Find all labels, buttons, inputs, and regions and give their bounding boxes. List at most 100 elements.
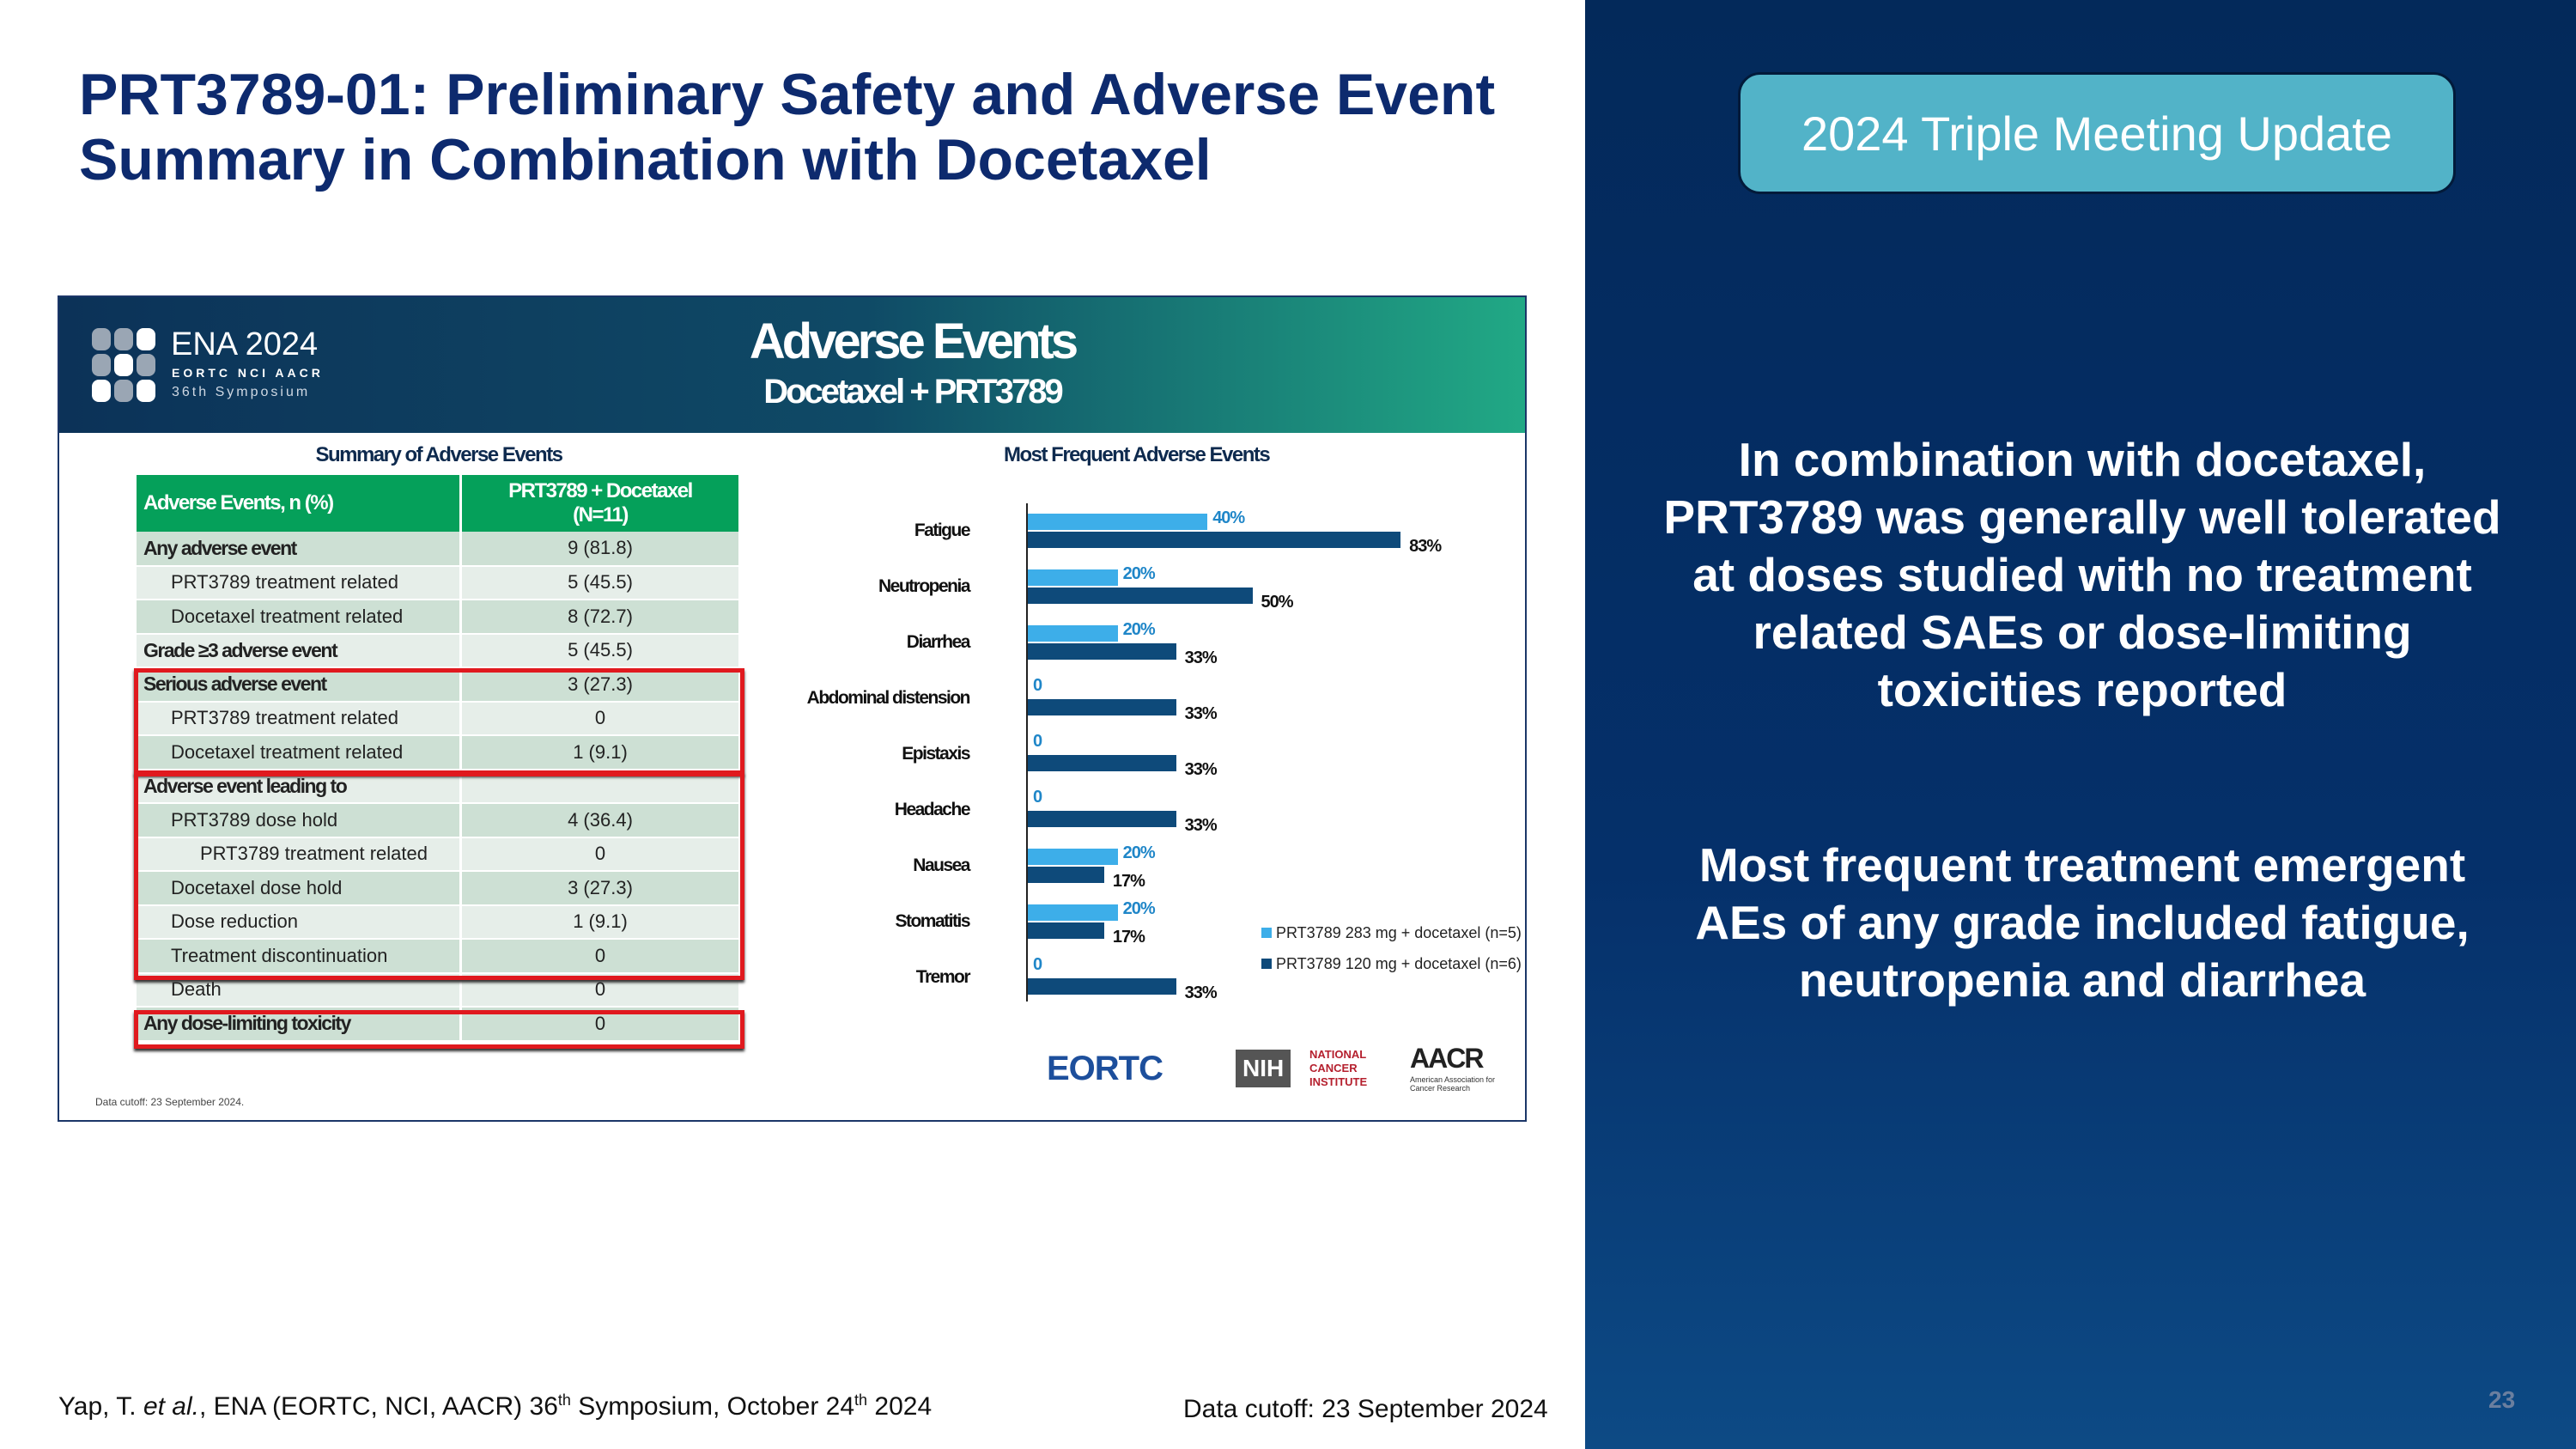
legend-label: PRT3789 120 mg + docetaxel (n=6): [1276, 955, 1522, 972]
right-panel: [1585, 0, 2576, 1449]
category-label: Nausea: [913, 855, 970, 875]
panel-text-2: Most frequent treatment emergent AEs of …: [1695, 838, 2470, 1007]
data-label: 0: [1033, 732, 1042, 751]
ena-symposium: 36th Symposium: [172, 385, 311, 399]
row-label: Serious adverse event: [137, 667, 462, 703]
nci-logo: NATIONAL CANCER INSTITUTE: [1309, 1048, 1368, 1088]
nih-logo: NIH: [1236, 1050, 1291, 1087]
row-value: 1 (9.1): [460, 904, 741, 940]
bar-283mg: [1028, 625, 1118, 642]
table-row: Docetaxel dose hold 3 (27.3): [137, 871, 741, 906]
bar-120mg: [1028, 922, 1104, 939]
row-value: 3 (27.3): [460, 667, 741, 703]
highlight-box: [134, 772, 744, 980]
bar-283mg: [1028, 904, 1118, 921]
row-label: PRT3789 treatment related: [137, 701, 462, 736]
row-value: 3 (27.3): [460, 871, 741, 906]
table-row: Serious adverse event 3 (27.3): [137, 667, 741, 703]
sup: th: [557, 1391, 571, 1409]
page-number: 23: [2488, 1386, 2516, 1413]
bar-120mg: [1028, 643, 1176, 660]
bar-120mg: [1028, 699, 1176, 715]
embedded-cutoff: Data cutoff: 23 September 2024.: [95, 1096, 245, 1108]
banner-subtitle: Docetaxel + PRT3789: [763, 373, 1064, 411]
legend-swatch: [1261, 959, 1272, 969]
table-title: Summary of Adverse Events: [315, 443, 563, 466]
row-value: 1 (9.1): [460, 735, 741, 770]
sup: th: [854, 1391, 868, 1409]
ae-summary-table: Adverse Events, n (%) PRT3789 + Docetaxel…: [137, 475, 741, 1042]
bar-283mg: [1028, 569, 1118, 586]
category-label: Epistaxis: [902, 744, 970, 764]
table-row: Grade ≥3 adverse event 5 (45.5): [137, 633, 741, 668]
col-header-line: PRT3789 + Docetaxel: [508, 479, 693, 502]
bar-283mg: [1028, 849, 1118, 865]
legend-label: PRT3789 283 mg + docetaxel (n=5): [1276, 924, 1522, 941]
data-label: 33%: [1184, 983, 1218, 1002]
data-cutoff: Data cutoff: 23 September 2024: [1183, 1395, 1548, 1423]
aacr-subtitle: American Association for Cancer Research: [1410, 1075, 1496, 1093]
bar-120mg: [1028, 978, 1176, 995]
panel-text-1: In combination with docetaxel, PRT3789 w…: [1663, 433, 2501, 716]
row-label: PRT3789 dose hold: [137, 803, 462, 838]
row-value: 0: [460, 837, 741, 872]
table-row: Docetaxel treatment related 1 (9.1): [137, 735, 741, 770]
table-row: PRT3789 dose hold 4 (36.4): [137, 803, 741, 838]
data-label: 50%: [1261, 593, 1294, 612]
data-label: 83%: [1409, 537, 1442, 556]
embedded-slide: ENA 2024 EORTC NCI AACR 36th Symposium A…: [58, 295, 1527, 1122]
table-row: Any adverse event 9 (81.8): [137, 532, 741, 567]
data-label: 40%: [1212, 508, 1245, 527]
data-label: 0: [1033, 788, 1042, 807]
table-row: PRT3789 treatment related 0: [137, 701, 741, 736]
table-row: PRT3789 treatment related 0: [137, 837, 741, 872]
row-label: Grade ≥3 adverse event: [137, 633, 462, 668]
legend-swatch: [1261, 928, 1272, 938]
banner: ENA 2024 EORTC NCI AACR 36th Symposium A…: [59, 297, 1525, 433]
bar-120mg: [1028, 755, 1176, 771]
data-label: 20%: [1122, 843, 1156, 862]
aacr-logo: AACR: [1410, 1043, 1484, 1074]
row-label: Dose reduction: [137, 904, 462, 940]
y-axis: [1026, 503, 1028, 1002]
data-label: 20%: [1122, 899, 1156, 918]
bar-120mg: [1028, 532, 1401, 548]
highlight-box: [134, 668, 744, 775]
meeting-update-badge: 2024 Triple Meeting Update: [1738, 72, 2456, 194]
ena-title: ENA 2024: [171, 326, 319, 362]
row-value: 5 (45.5): [460, 565, 741, 600]
row-value: 8 (72.7): [460, 600, 741, 635]
row-label: Docetaxel treatment related: [137, 735, 462, 770]
row-label: PRT3789 treatment related: [137, 565, 462, 600]
col-header: PRT3789 + Docetaxel (N=11): [460, 475, 741, 532]
eortc-logo: EORTC: [1047, 1050, 1163, 1087]
table-row: Docetaxel treatment related 8 (72.7): [137, 600, 741, 635]
data-label: 33%: [1184, 704, 1218, 723]
citation-text: , ENA (EORTC, NCI, AACR) 36: [199, 1392, 558, 1421]
data-label: 0: [1033, 676, 1042, 695]
category-label: Abdominal distension: [806, 688, 971, 708]
citation-text: Symposium, October 24: [570, 1392, 855, 1421]
category-label: Headache: [894, 800, 971, 819]
ae-bar-chart: Fatigue 40% 83% Neutropenia 20% 50% Diarrhea 20…: [746, 452, 1528, 1002]
col-header-line: (N=11): [573, 503, 629, 527]
category-label: Fatigue: [914, 521, 971, 540]
data-label: 33%: [1184, 760, 1218, 779]
citation-etal: et al.: [143, 1392, 199, 1421]
bar-120mg: [1028, 867, 1104, 883]
table-row: Dose reduction 1 (9.1): [137, 904, 741, 940]
data-label: 17%: [1112, 872, 1145, 891]
row-value: 0: [460, 701, 741, 736]
bar-120mg: [1028, 811, 1176, 827]
highlight-box: [134, 1010, 744, 1049]
citation: Yap, T. et al., ENA (EORTC, NCI, AACR) 3…: [58, 1391, 932, 1422]
bar-120mg: [1028, 588, 1253, 604]
data-label: 20%: [1122, 620, 1156, 639]
category-label: Diarrhea: [906, 632, 971, 652]
row-value: 0: [460, 939, 741, 974]
table-row: PRT3789 treatment related 5 (45.5): [137, 565, 741, 600]
slide-title: PRT3789-01: Preliminary Safety and Adver…: [79, 62, 1496, 192]
row-value: 4 (36.4): [460, 803, 741, 838]
category-label: Tremor: [915, 967, 971, 987]
citation-text: 2024: [867, 1392, 933, 1421]
